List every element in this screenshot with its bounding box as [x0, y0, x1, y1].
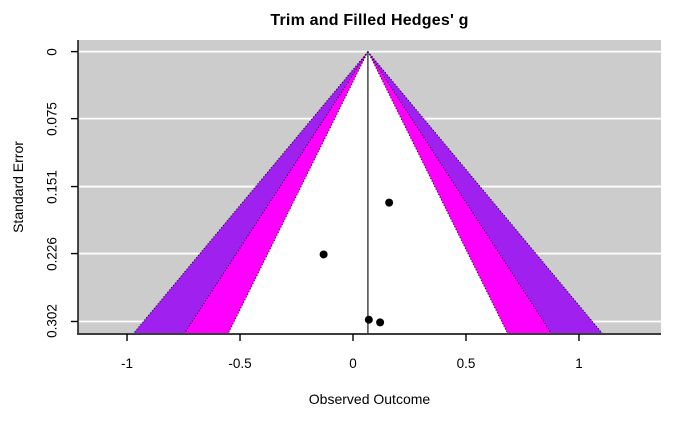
x-tick-label: -0.5	[228, 356, 252, 371]
x-tick-label: -1	[121, 356, 134, 371]
y-tick-label: 0.302	[44, 304, 60, 339]
x-axis-label: Observed Outcome	[308, 391, 431, 407]
x-tick-label: 0	[349, 356, 357, 371]
x-tick-label: 1	[575, 356, 583, 371]
y-axis-label: Standard Error	[10, 141, 26, 233]
y-tick-label: 0.075	[44, 101, 60, 136]
data-point	[319, 250, 328, 259]
y-tick-label: 0.151	[44, 169, 60, 204]
x-tick-label: 0.5	[456, 356, 476, 371]
data-point	[376, 318, 385, 327]
chart-title: Trim and Filled Hedges' g	[270, 12, 469, 29]
data-point	[385, 198, 394, 207]
data-point	[364, 315, 373, 324]
y-tick-label: 0	[44, 47, 60, 56]
y-tick-label: 0.226	[44, 236, 60, 271]
